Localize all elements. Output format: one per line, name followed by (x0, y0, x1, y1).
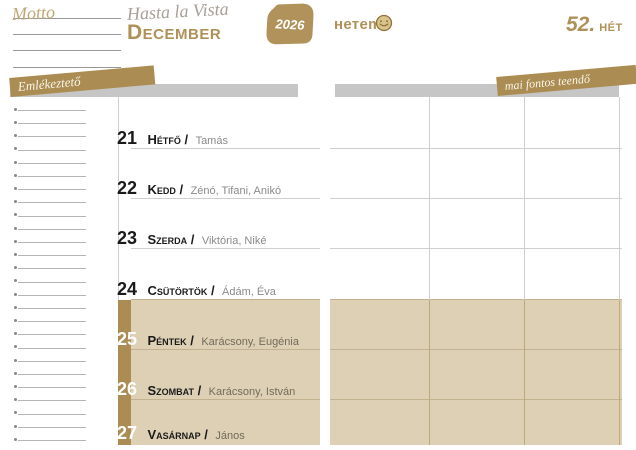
svg-text:2026: 2026 (274, 16, 305, 33)
